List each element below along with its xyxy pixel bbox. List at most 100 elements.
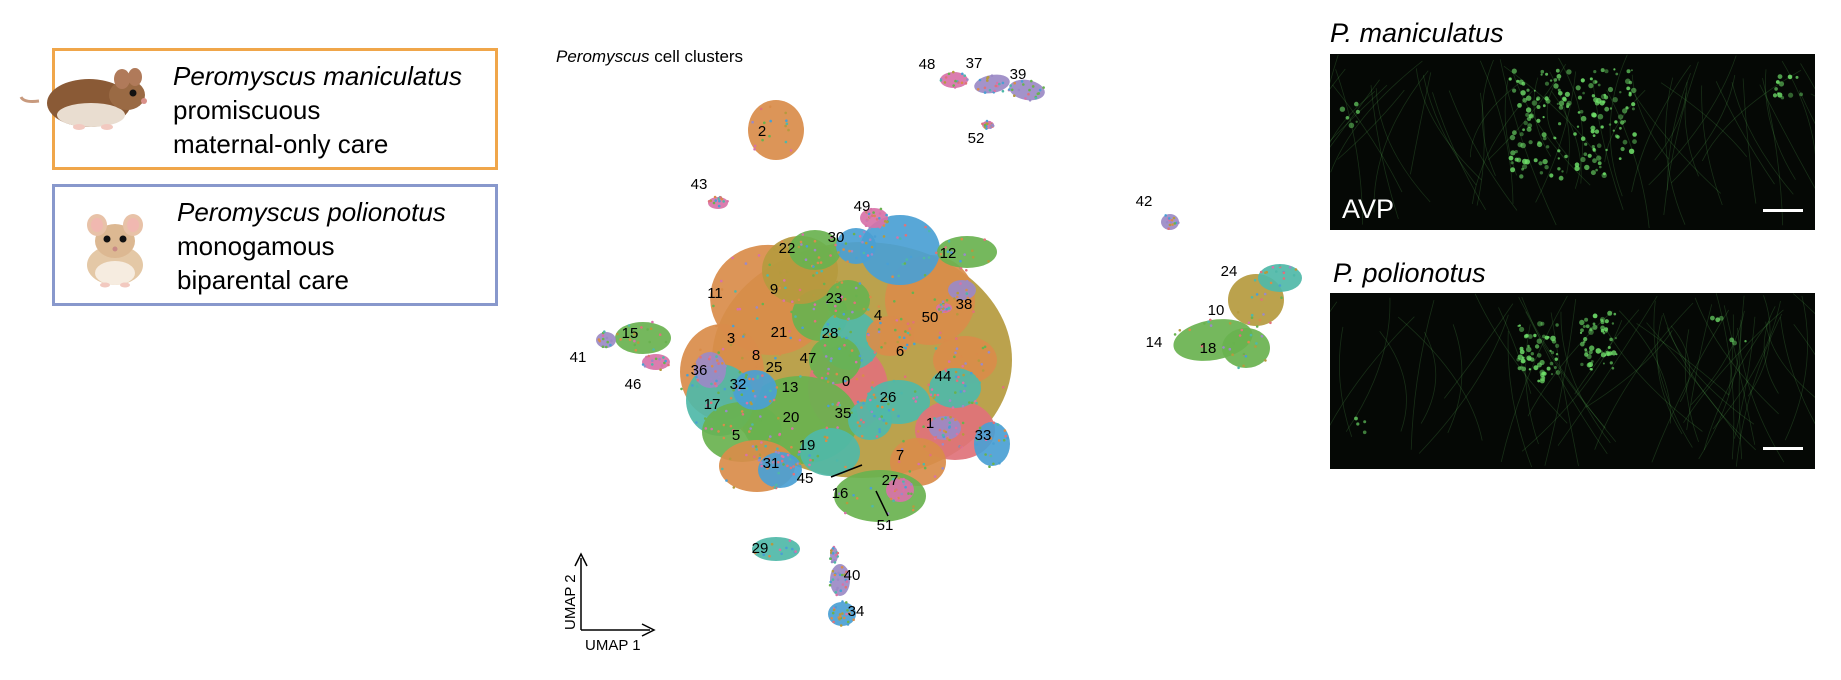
axon-fiber: [1780, 317, 1827, 443]
avp-cell: [1522, 164, 1528, 170]
cell-dot: [895, 497, 898, 500]
cell-dot: [729, 343, 733, 347]
cell-dot: [972, 310, 975, 314]
cell-dot: [610, 339, 613, 343]
cell-dot: [1178, 329, 1182, 332]
avp-cell: [1562, 97, 1567, 102]
cell-dot: [1237, 366, 1240, 370]
avp-cell: [1614, 120, 1618, 124]
cell-dot: [910, 483, 913, 486]
cell-dot: [902, 489, 905, 492]
cell-dot: [878, 430, 881, 434]
cell-dot: [939, 310, 943, 314]
cell-dot: [871, 381, 874, 384]
cluster-label-0: 0: [842, 373, 850, 390]
cluster-label-18: 18: [1200, 340, 1217, 357]
cell-dot: [917, 462, 920, 466]
cell-dot: [838, 239, 841, 243]
axon-fiber: [1715, 81, 1775, 185]
cell-dot: [1042, 86, 1045, 89]
cell-dot: [986, 122, 989, 126]
cell-dot: [834, 553, 838, 557]
deer-mouse-photo: [19, 68, 147, 130]
cell-dot: [975, 352, 978, 356]
cell-dot: [874, 365, 877, 369]
cell-dot: [768, 438, 771, 441]
cell-dot: [932, 396, 936, 400]
cell-dot: [775, 386, 779, 389]
cell-dot: [769, 435, 772, 438]
cell-dot: [837, 296, 840, 300]
avp-cell: [1619, 126, 1622, 130]
cell-dot: [832, 620, 835, 624]
cell-dot: [1269, 321, 1272, 325]
cell-dot: [785, 546, 788, 550]
cell-dot: [902, 477, 905, 481]
cell-dot: [654, 357, 658, 361]
cluster-labels: 0123456789101112131415161718192021222324…: [570, 55, 1238, 620]
axon-fiber: [1663, 61, 1699, 216]
cell-dot: [953, 355, 956, 359]
cell-dot: [825, 426, 829, 430]
axon-fiber: [1800, 63, 1841, 143]
cell-dot: [646, 328, 649, 331]
cell-dot: [956, 312, 959, 316]
cell-dot: [784, 286, 787, 290]
cluster-blob: [748, 100, 804, 160]
cell-dot: [862, 307, 866, 311]
cell-dot: [791, 300, 794, 304]
cell-dot: [767, 457, 771, 461]
cell-dot: [849, 330, 852, 334]
cell-dot: [839, 589, 843, 592]
cluster-label-47: 47: [800, 350, 817, 367]
cell-dot: [1030, 79, 1033, 83]
avp-cell: [1580, 136, 1586, 141]
cell-dot: [597, 338, 601, 341]
cell-dot: [830, 617, 833, 620]
cell-dot: [877, 328, 881, 331]
cell-dot: [869, 215, 872, 219]
axon-fiber: [1660, 82, 1748, 157]
cell-dot: [989, 454, 993, 458]
cell-dot: [976, 88, 980, 91]
cell-dot: [1165, 220, 1169, 224]
cell-dot: [780, 552, 783, 556]
cell-dot: [790, 456, 794, 459]
cell-dot: [754, 365, 757, 369]
cell-dot: [601, 345, 605, 349]
avp-cell: [1607, 346, 1611, 349]
cell-dot: [840, 298, 843, 302]
avp-cell: [1522, 356, 1525, 360]
avp-cell: [1520, 142, 1526, 149]
cell-dot: [712, 201, 716, 205]
cluster-label-5: 5: [732, 427, 740, 444]
cell-dot: [986, 79, 989, 82]
cell-dot: [959, 355, 963, 359]
cell-dot: [836, 586, 839, 590]
cell-dot: [801, 233, 805, 236]
cell-dot: [893, 300, 896, 303]
cell-dot: [724, 424, 728, 427]
cell-dot: [908, 470, 912, 473]
avp-cell: [1626, 86, 1631, 91]
cell-dot: [1164, 214, 1167, 217]
cell-dot: [900, 391, 903, 395]
cell-dot: [852, 494, 855, 497]
cell-dot: [900, 448, 904, 451]
cluster-label-35: 35: [835, 405, 852, 422]
avp-cell: [1511, 68, 1517, 74]
umap-x-axis-label: UMAP 1: [585, 637, 641, 654]
cell-dot: [1200, 345, 1204, 348]
cell-dot: [833, 573, 837, 577]
cell-dot: [945, 299, 949, 302]
avp-cell: [1592, 324, 1598, 330]
cell-dot: [937, 308, 941, 311]
axon-fiber: [1694, 297, 1779, 415]
cluster-label-21: 21: [771, 324, 788, 341]
cell-dot: [717, 375, 721, 379]
avp-cell: [1528, 140, 1533, 145]
cell-dot: [845, 580, 849, 583]
axon-fiber: [1667, 72, 1691, 191]
cell-dot: [658, 357, 661, 361]
cell-dot: [740, 393, 744, 397]
